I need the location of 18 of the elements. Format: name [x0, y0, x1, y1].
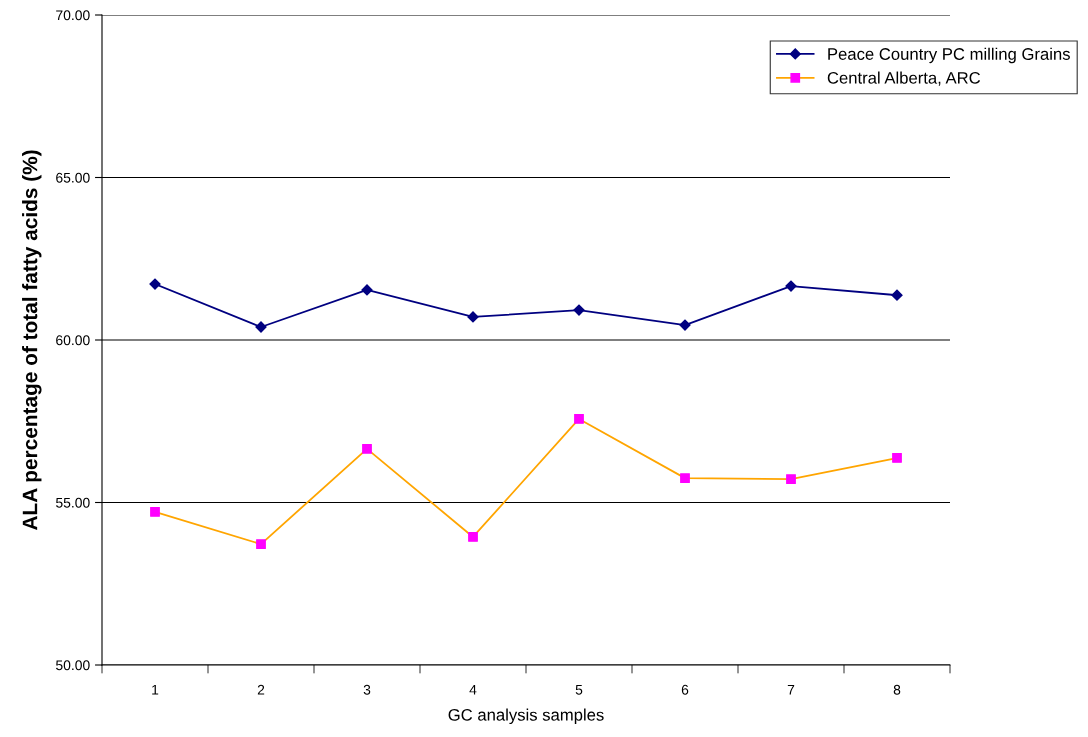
y-tick-label: 55.00 — [56, 497, 90, 508]
y-tick-label: 70.00 — [56, 10, 90, 21]
x-tick-label: 8 — [893, 684, 901, 695]
x-axis-title: GC analysis samples — [448, 708, 604, 725]
y-axis-title: ALA percentage of total fatty acids (%) — [22, 150, 42, 531]
x-tick-label: 6 — [681, 684, 689, 695]
x-tick-label: 5 — [575, 684, 583, 695]
y-tick-label: 50.00 — [56, 660, 90, 671]
legend-label: Peace Country PC milling Grains — [828, 47, 1070, 64]
x-tick-label: 7 — [787, 684, 795, 695]
x-tick-label: 3 — [363, 684, 371, 695]
y-tick-label: 65.00 — [56, 172, 90, 183]
x-tick-label: 2 — [257, 684, 265, 695]
x-tick-label: 4 — [469, 684, 477, 695]
point — [891, 289, 903, 301]
legend-label: Central Alberta, ARC — [827, 71, 981, 86]
x-tick-label: 1 — [152, 684, 159, 695]
y-tick-label: 60.00 — [56, 335, 90, 346]
